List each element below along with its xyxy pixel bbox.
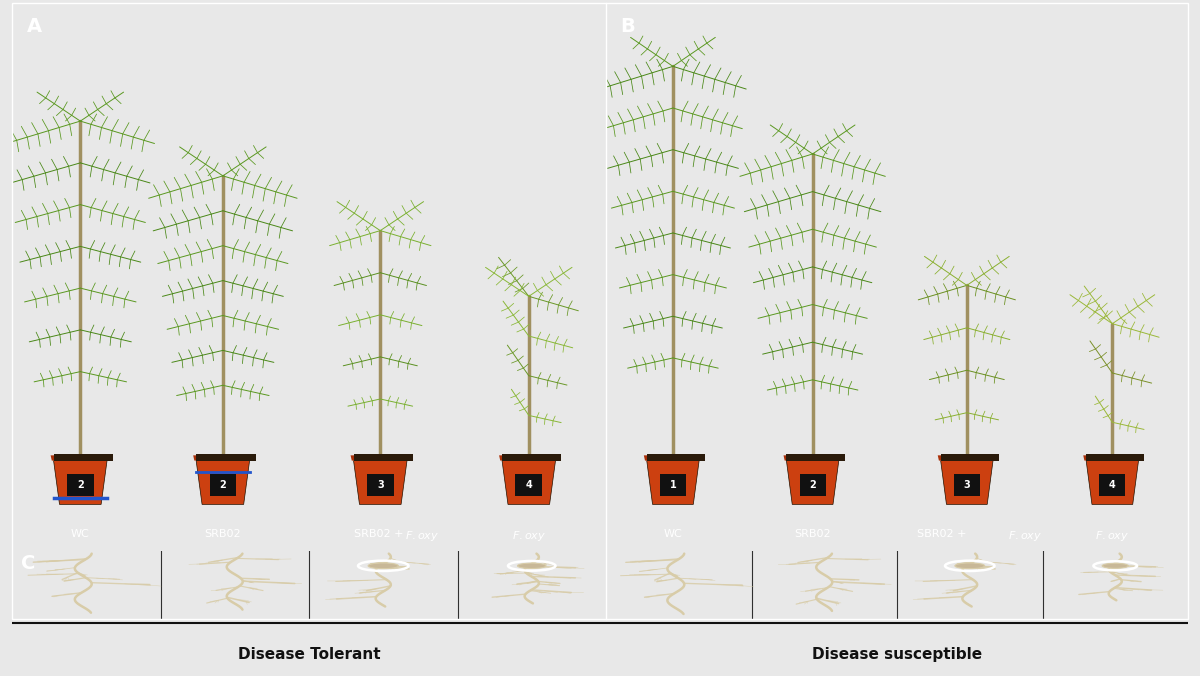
FancyBboxPatch shape <box>647 454 704 460</box>
FancyBboxPatch shape <box>1086 454 1145 460</box>
Text: C: C <box>20 554 35 573</box>
FancyBboxPatch shape <box>196 454 256 460</box>
Ellipse shape <box>368 563 398 569</box>
Ellipse shape <box>1102 563 1128 569</box>
Polygon shape <box>647 460 700 504</box>
Polygon shape <box>354 460 407 504</box>
Ellipse shape <box>955 563 984 569</box>
Polygon shape <box>502 460 556 504</box>
Text: 3: 3 <box>377 480 384 489</box>
Text: 3: 3 <box>964 480 971 489</box>
Text: Disease Tolerant: Disease Tolerant <box>238 647 380 662</box>
Polygon shape <box>193 456 252 460</box>
Text: $\it{F.oxy}$: $\it{F.oxy}$ <box>404 529 439 543</box>
Polygon shape <box>1084 456 1141 460</box>
Polygon shape <box>937 456 996 460</box>
Polygon shape <box>1086 460 1139 504</box>
Polygon shape <box>644 456 702 460</box>
FancyBboxPatch shape <box>210 474 236 496</box>
Ellipse shape <box>517 563 546 569</box>
Polygon shape <box>54 460 107 504</box>
FancyBboxPatch shape <box>367 474 394 496</box>
Polygon shape <box>350 456 410 460</box>
Text: Disease susceptible: Disease susceptible <box>812 647 982 662</box>
Polygon shape <box>50 456 110 460</box>
Text: SRB02: SRB02 <box>794 529 830 539</box>
FancyBboxPatch shape <box>67 474 94 496</box>
Text: B: B <box>620 17 635 36</box>
Text: WC: WC <box>71 529 90 539</box>
FancyBboxPatch shape <box>941 454 998 460</box>
Text: 2: 2 <box>220 480 227 489</box>
Polygon shape <box>784 456 841 460</box>
Text: $\it{F.oxy}$: $\it{F.oxy}$ <box>1008 529 1042 543</box>
FancyBboxPatch shape <box>516 474 542 496</box>
FancyBboxPatch shape <box>799 474 826 496</box>
Text: 4: 4 <box>526 480 532 489</box>
Text: SRB02 +: SRB02 + <box>354 529 407 539</box>
FancyBboxPatch shape <box>54 454 113 460</box>
Text: $\it{F.oxy}$: $\it{F.oxy}$ <box>511 529 546 543</box>
FancyBboxPatch shape <box>354 454 413 460</box>
Text: 1: 1 <box>670 480 677 489</box>
Text: 4: 4 <box>1109 480 1116 489</box>
Text: A: A <box>26 17 42 36</box>
Polygon shape <box>196 460 250 504</box>
Text: 2: 2 <box>77 480 84 489</box>
FancyBboxPatch shape <box>1099 474 1126 496</box>
FancyBboxPatch shape <box>786 454 845 460</box>
Text: WC: WC <box>664 529 683 539</box>
Text: $\it{F.oxy}$: $\it{F.oxy}$ <box>1096 529 1129 543</box>
Text: SBR02 +: SBR02 + <box>917 529 970 539</box>
Polygon shape <box>786 460 839 504</box>
FancyBboxPatch shape <box>954 474 980 496</box>
FancyBboxPatch shape <box>660 474 686 496</box>
FancyBboxPatch shape <box>502 454 562 460</box>
Polygon shape <box>941 460 994 504</box>
Text: 2: 2 <box>809 480 816 489</box>
Text: SRB02: SRB02 <box>204 529 241 539</box>
Polygon shape <box>499 456 558 460</box>
